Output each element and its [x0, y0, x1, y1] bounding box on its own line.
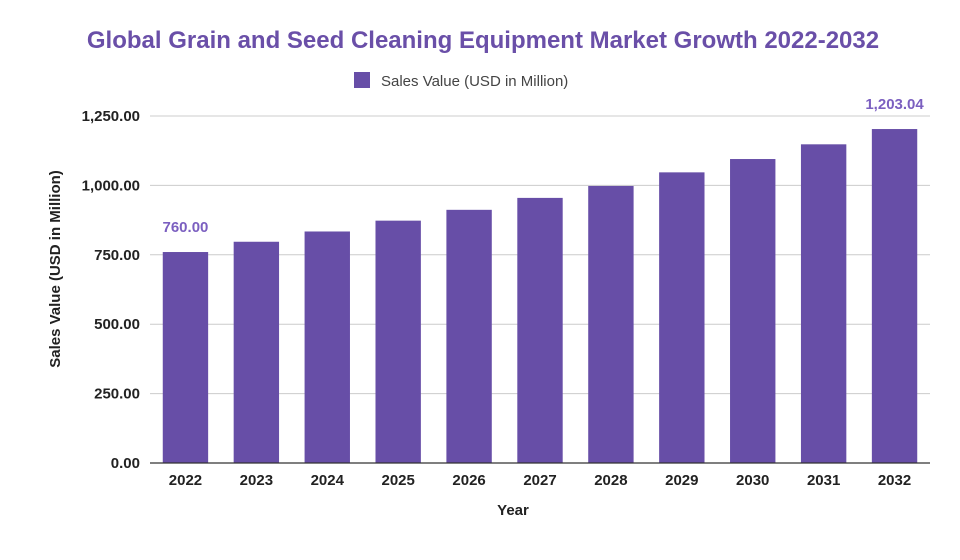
- bar: [800, 144, 847, 464]
- legend-swatch: [354, 72, 370, 88]
- y-tick-label: 0.00: [111, 455, 140, 472]
- x-tick-label: 2022: [169, 472, 202, 489]
- bars: [162, 129, 918, 464]
- x-tick-label: 2030: [736, 472, 769, 489]
- x-tick-label: 2032: [878, 472, 911, 489]
- legend-label: Sales Value (USD in Million): [381, 73, 568, 90]
- y-tick-label: 1,250.00: [82, 108, 140, 125]
- bar: [517, 197, 563, 463]
- chart-title: Global Grain and Seed Cleaning Equipment…: [87, 27, 879, 54]
- x-tick-label: 2027: [523, 472, 556, 489]
- x-axis-title: Year: [497, 502, 529, 519]
- y-axis-ticks: 0.00 250.00 500.00 750.00 1,000.00 1,250.00: [82, 108, 140, 472]
- bar: [446, 209, 492, 463]
- bar: [375, 220, 421, 463]
- x-tick-label: 2026: [452, 472, 485, 489]
- x-tick-label: 2031: [807, 472, 840, 489]
- y-tick-label: 250.00: [94, 386, 140, 403]
- x-tick-label: 2029: [665, 472, 698, 489]
- x-tick-label: 2024: [311, 472, 345, 489]
- legend: Sales Value (USD in Million): [354, 72, 568, 90]
- x-tick-label: 2028: [594, 472, 627, 489]
- y-tick-label: 750.00: [94, 247, 140, 264]
- data-label: 1,203.04: [865, 96, 924, 113]
- y-axis-title: Sales Value (USD in Million): [47, 170, 64, 368]
- x-tick-label: 2025: [381, 472, 414, 489]
- y-tick-label: 1,000.00: [82, 177, 140, 194]
- bar: [162, 252, 209, 463]
- bar: [233, 241, 280, 463]
- bar: [304, 231, 350, 463]
- bar: [659, 172, 705, 464]
- data-labels: 760.00 1,203.04: [163, 96, 925, 236]
- bar: [730, 159, 776, 463]
- y-tick-label: 500.00: [94, 316, 140, 333]
- x-axis-ticks: 2022 2023 2024 2025 2026 2027 2028 2029 2030 2031…: [169, 472, 911, 489]
- data-label: 760.00: [163, 219, 209, 236]
- bar: [871, 129, 918, 463]
- x-tick-label: 2023: [240, 472, 273, 489]
- bar: [588, 185, 634, 463]
